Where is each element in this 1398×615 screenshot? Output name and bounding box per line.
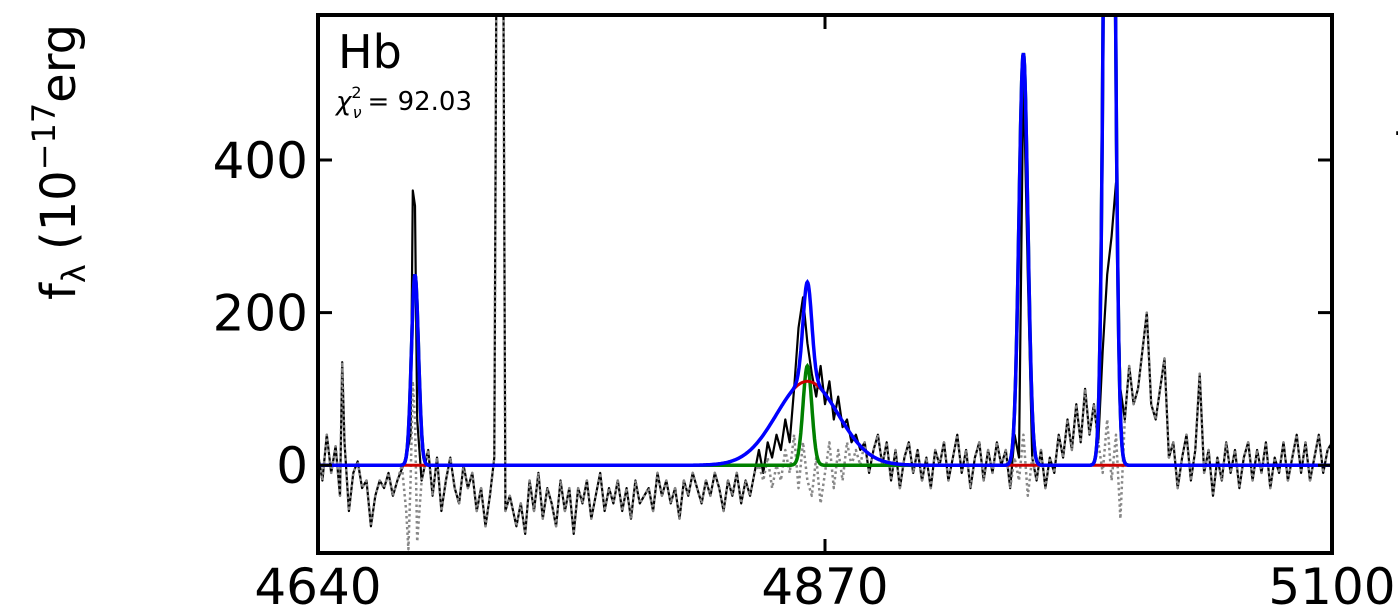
x-tick-label: 4870: [761, 558, 888, 610]
axes-frame: [316, 13, 1334, 555]
x-tick-label: 5100: [1268, 558, 1395, 610]
total-model-line: [318, 15, 1332, 467]
panel-label: Hb: [338, 25, 402, 79]
chi-square-label: χ2 ν = 92.03: [334, 83, 472, 122]
y-tick-label: 400: [213, 132, 308, 190]
ticks-layer: 4640 4870 5100 0 200 400: [213, 15, 1396, 615]
y-axis-label: fλ(10−17erg: [25, 24, 93, 300]
residual-line: [318, 15, 1332, 551]
y-tick-label: 0: [276, 437, 308, 495]
y-tick-label: 200: [213, 285, 308, 343]
series-layer: [318, 15, 1332, 551]
data-line: [318, 15, 1332, 535]
x-tick-label: 4640: [254, 558, 381, 610]
adjacent-panel-fragment: .: [1393, 108, 1398, 143]
